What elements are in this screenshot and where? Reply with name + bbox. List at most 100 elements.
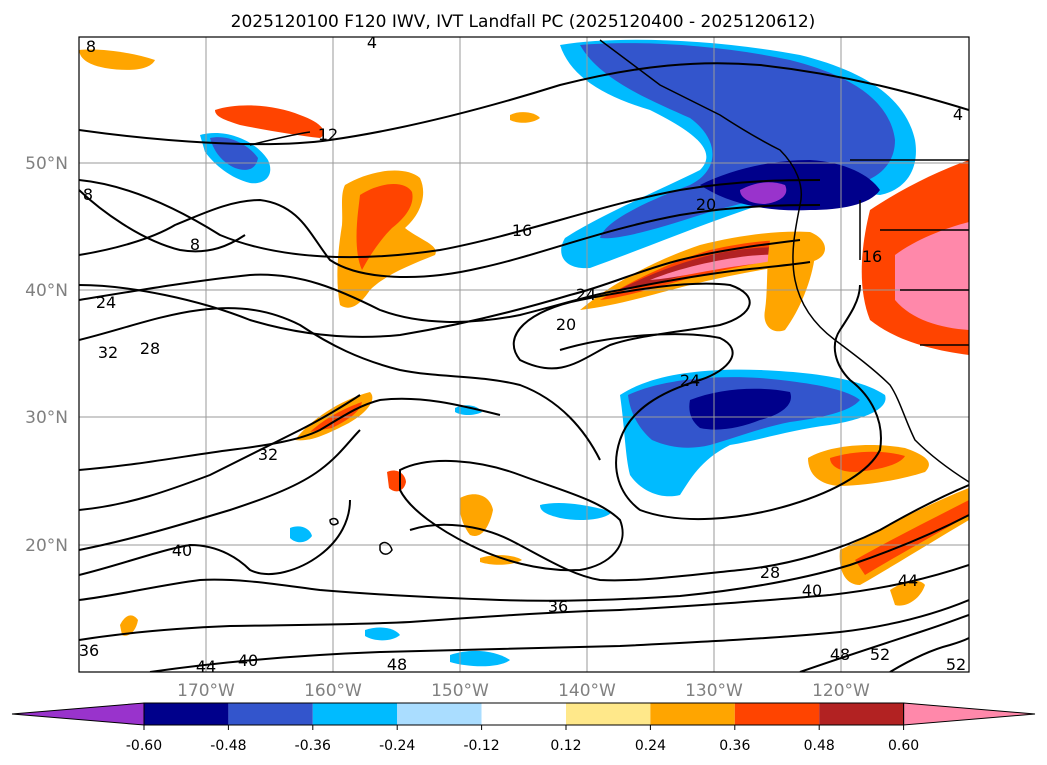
contour-label: 24 bbox=[680, 371, 700, 390]
colorbar-frame bbox=[143, 702, 905, 726]
neg-region-alaska-gulf-inner bbox=[210, 137, 258, 170]
pos-region-subtrop-3 bbox=[387, 470, 406, 492]
pos-region-coast-ca bbox=[764, 238, 815, 332]
contour-line bbox=[79, 514, 969, 602]
pos-region-ar-pink bbox=[650, 254, 790, 280]
contour-label: 4 bbox=[953, 105, 963, 124]
graticule bbox=[79, 37, 969, 672]
colorbar-segment bbox=[397, 703, 482, 725]
colorbar-tick-label: -0.12 bbox=[463, 738, 499, 754]
contour-line bbox=[79, 189, 246, 253]
contour-line bbox=[79, 564, 969, 641]
contour-label: 24 bbox=[576, 285, 596, 304]
contour-line bbox=[559, 284, 882, 521]
lat-tick-label: 50°N bbox=[25, 154, 68, 174]
contour-line bbox=[79, 394, 361, 511]
colorbar-extend-right bbox=[903, 702, 1036, 726]
contour-line bbox=[889, 637, 969, 672]
neg-region-small-4 bbox=[290, 526, 312, 543]
map-panel: 8 4 4 12 8 8 16 20 20 24 24 24 28 28 32 … bbox=[78, 33, 970, 676]
contour-line bbox=[79, 397, 501, 471]
colorbar-tick-label: 0.24 bbox=[635, 738, 666, 754]
contour-line bbox=[799, 614, 969, 672]
pos-region-small-a bbox=[480, 555, 522, 565]
colorbar-segment bbox=[650, 703, 735, 725]
neg-region-small-3 bbox=[450, 650, 510, 667]
neg-region-small-1 bbox=[540, 502, 612, 520]
lat-tick-label: 20°N bbox=[25, 536, 68, 556]
contour-line bbox=[399, 459, 624, 572]
colorbar-segment bbox=[144, 703, 229, 725]
contour-label: 20 bbox=[556, 315, 576, 334]
contour-line bbox=[409, 484, 969, 582]
colorbar-segment bbox=[481, 703, 566, 725]
pos-region-aleutian bbox=[215, 105, 324, 138]
colorbar-segment bbox=[312, 703, 398, 725]
contour-label: 24 bbox=[96, 293, 116, 312]
contour-label: 4 bbox=[367, 33, 377, 52]
contour-line bbox=[79, 429, 361, 551]
colorbar-extend-left bbox=[11, 702, 145, 726]
longitude-axis: 170°W 160°W 150°W 140°W 130°W 120°W bbox=[177, 681, 870, 701]
contour-line bbox=[512, 282, 751, 370]
north-america-coast bbox=[599, 39, 969, 483]
pos-region-tropical-ar-red bbox=[855, 500, 969, 575]
contour-line bbox=[79, 179, 821, 259]
contour-label: 40 bbox=[238, 651, 258, 670]
contour-label: 52 bbox=[870, 645, 890, 664]
contour-label: 28 bbox=[760, 563, 780, 582]
contour-label-group: 8 4 4 12 8 8 16 20 20 24 24 24 28 28 32 … bbox=[79, 33, 966, 676]
lon-tick-label: 170°W bbox=[177, 681, 235, 701]
lon-tick-label: 120°W bbox=[812, 681, 870, 701]
pos-region-subtrop-4-red bbox=[830, 451, 905, 472]
contour-label: 8 bbox=[190, 235, 200, 254]
neg-region-subtropical-dark bbox=[689, 388, 791, 430]
contour-label: 32 bbox=[258, 445, 278, 464]
contour-label: 40 bbox=[802, 581, 822, 600]
colorbar-tick-label: -0.24 bbox=[379, 738, 415, 754]
contour-line bbox=[149, 599, 969, 672]
contour-label: 44 bbox=[196, 657, 216, 676]
lat-tick-label: 30°N bbox=[25, 408, 68, 428]
colorbar-tick-label: 0.12 bbox=[550, 738, 581, 754]
colorbar-segment bbox=[734, 703, 820, 725]
contour-line bbox=[79, 261, 811, 323]
colorbar-segment bbox=[819, 703, 904, 725]
contour-label: 36 bbox=[548, 597, 568, 616]
contour-label: 16 bbox=[512, 221, 532, 240]
lon-tick-label: 130°W bbox=[685, 681, 743, 701]
contour-label: 28 bbox=[140, 339, 160, 358]
island-chain bbox=[249, 131, 393, 555]
pos-region-subtrop-2 bbox=[459, 494, 493, 536]
contour-label: 48 bbox=[387, 655, 407, 674]
colorbar-ticks bbox=[143, 725, 905, 730]
contour-label: 8 bbox=[86, 37, 96, 56]
pos-region-small-d bbox=[510, 112, 540, 123]
colorbar-tick-label: -0.48 bbox=[210, 738, 246, 754]
pos-region-small-c bbox=[890, 580, 925, 606]
map-frame bbox=[78, 36, 970, 673]
contour-label: 52 bbox=[946, 655, 966, 674]
inland-borders bbox=[850, 159, 969, 346]
lon-tick-label: 140°W bbox=[558, 681, 616, 701]
contour-label: 40 bbox=[172, 541, 192, 560]
contour-label: 8 bbox=[83, 185, 93, 204]
coastlines bbox=[249, 39, 969, 555]
colorbar-tick-label: 0.60 bbox=[888, 738, 919, 754]
latitude-axis: 50°N 40°N 30°N 20°N bbox=[25, 154, 68, 556]
contour-label: 12 bbox=[318, 125, 338, 144]
iwv-contours bbox=[79, 62, 969, 672]
contour-line bbox=[79, 198, 821, 278]
pos-region-central-pacific-red bbox=[356, 184, 413, 270]
contour-line bbox=[79, 62, 969, 146]
colorbar-tick-label: 0.36 bbox=[719, 738, 750, 754]
colorbar-tick-label: 0.48 bbox=[804, 738, 835, 754]
pos-region-aleutian-orange bbox=[79, 49, 155, 70]
contour-line bbox=[79, 307, 601, 461]
contour-label: 16 bbox=[862, 247, 882, 266]
contour-label: 44 bbox=[898, 571, 918, 590]
pos-region-inland-west-pink bbox=[895, 222, 969, 330]
neg-region-pacific-nw-purple bbox=[740, 182, 787, 204]
colorbar-segment bbox=[566, 703, 651, 725]
